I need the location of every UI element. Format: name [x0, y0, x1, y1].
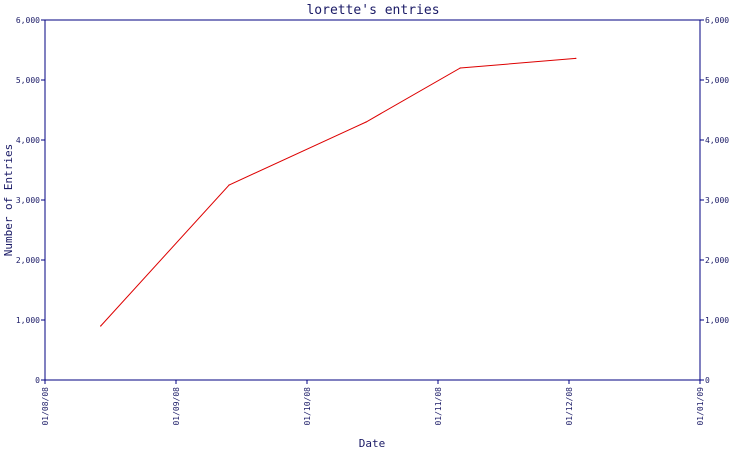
- y-tick-label-right: 2,000: [705, 256, 729, 265]
- x-tick-label: 01/12/08: [565, 387, 574, 426]
- y-tick-label-right: 1,000: [705, 316, 729, 325]
- right-y-axis: 0 1,000 2,000 3,000 4,000 5,000 6,000: [700, 16, 729, 385]
- x-tick-label: 01/09/08: [172, 387, 181, 426]
- y-tick-label-left: 0: [35, 376, 40, 385]
- y-tick-label-right: 6,000: [705, 16, 729, 25]
- data-point: [575, 57, 577, 60]
- y-tick-label-left: 4,000: [16, 136, 40, 145]
- left-y-axis: 0 1,000 2,000 3,000 4,000 5,000 6,000: [16, 16, 45, 385]
- y-tick-label-left: 5,000: [16, 76, 40, 85]
- y-tick-label-right: 3,000: [705, 196, 729, 205]
- x-tick-label: 01/01/09: [696, 387, 705, 426]
- data-point: [365, 121, 367, 123]
- y-tick-label-left: 2,000: [16, 256, 40, 265]
- y-tick-label-right: 4,000: [705, 136, 729, 145]
- y-tick-label-right: 5,000: [705, 76, 729, 85]
- x-axis: 01/08/08 01/09/08 01/10/08 01/11/08 01/12/08…: [41, 380, 705, 426]
- series-group: [100, 57, 577, 327]
- y-tick-label-left: 3,000: [16, 196, 40, 205]
- y-tick-label-left: 6,000: [16, 16, 40, 25]
- y-tick-label-left: 1,000: [16, 316, 40, 325]
- data-point: [228, 184, 230, 186]
- x-tick-label: 01/11/08: [434, 387, 443, 426]
- y-axis-label: Number of Entries: [2, 144, 15, 257]
- x-axis-label: Date: [359, 437, 386, 450]
- x-tick-label: 01/10/08: [303, 387, 312, 426]
- plot-area: [44, 19, 701, 381]
- chart-title: lorette's entries: [306, 3, 439, 18]
- data-point: [100, 325, 102, 327]
- entries-series-line: [100, 57, 576, 327]
- y-tick-label-right: 0: [705, 376, 710, 385]
- data-point: [459, 67, 461, 69]
- x-tick-label: 01/08/08: [41, 387, 50, 426]
